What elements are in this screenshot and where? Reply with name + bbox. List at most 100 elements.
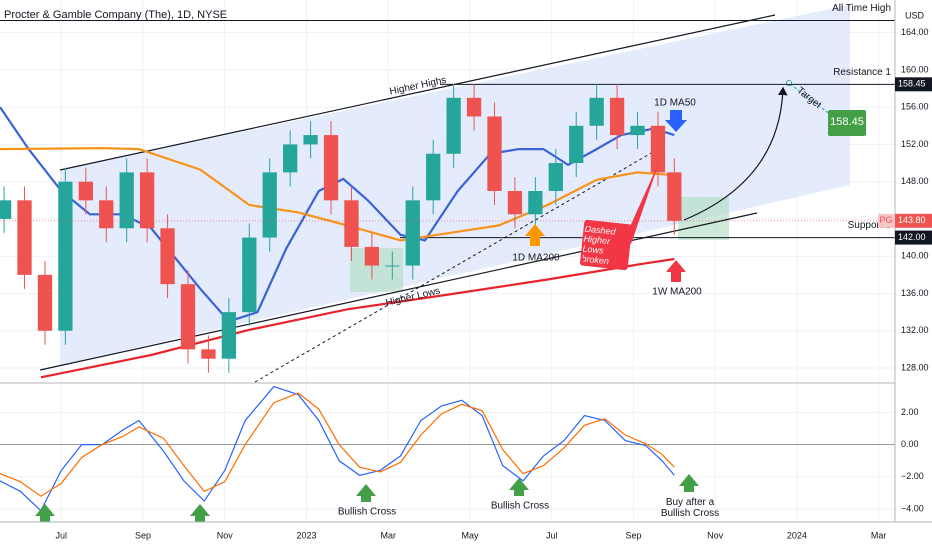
target-box: [828, 110, 866, 136]
candle-body: [548, 163, 563, 191]
indicator-note: Buy after a Bullish Cross: [660, 497, 720, 519]
x-tick-label: Sep: [135, 530, 151, 540]
level-label: Support 1: [848, 220, 892, 231]
candle-body: [507, 191, 523, 215]
y-tick-label: 136.00: [901, 288, 929, 298]
arrow: [356, 484, 376, 502]
candle-body: [283, 144, 298, 173]
plot: [0, 19, 895, 512]
ma-label: 1W MA200: [652, 287, 702, 298]
arrow: [509, 478, 529, 496]
x-tick-label: Nov: [707, 530, 724, 540]
candle-body: [667, 172, 682, 221]
candle-body: [262, 172, 277, 238]
candle-body: [37, 274, 53, 331]
callout-box: [580, 219, 632, 271]
symbol-box: [878, 213, 895, 228]
candle-body: [242, 237, 257, 313]
x-tick-label: Mar: [380, 530, 396, 540]
channel-top: [59, 14, 776, 171]
x-tick-label: Sep: [625, 530, 641, 540]
x-tick-label: Nov: [217, 530, 234, 540]
bullish-arrows: [35, 474, 699, 522]
y-tick-label: 152.00: [901, 139, 929, 149]
label-box: 158.45: [830, 117, 864, 128]
y-tick-label: −4.00: [901, 503, 924, 513]
candle-body: [466, 97, 482, 117]
candle-body: [569, 125, 584, 164]
entry-box: [678, 197, 729, 240]
y-tick-label: 148.00: [901, 176, 929, 186]
candle-body: [160, 228, 175, 285]
candle-body: [385, 265, 400, 267]
label-box: Buy after a Bullish Cross: [660, 497, 720, 519]
level-axis-box: [895, 230, 932, 245]
candle-body: [180, 284, 196, 350]
y-tick-label: 156.00: [901, 102, 929, 112]
candle-body: [426, 153, 441, 201]
y-tick-label: 160.00: [901, 64, 929, 74]
candle-body: [201, 349, 216, 359]
candle-body: [0, 200, 12, 219]
price-axis: [895, 0, 932, 550]
candle-body: [221, 312, 237, 359]
chart-title: Procter & Gamble Company (The), 1D, NYSE: [4, 9, 227, 21]
ma-label: 1D MA200: [512, 253, 560, 264]
candle-body: [303, 135, 318, 145]
arrow: [35, 504, 55, 522]
channel-bottom: [39, 212, 758, 371]
callout-pointer: [624, 160, 660, 244]
level-label: All Time High: [832, 3, 891, 14]
macd-line: [0, 392, 675, 497]
target-line: [789, 83, 836, 119]
y-tick-label: 0.00: [901, 439, 919, 449]
ma-label: 1D MA50: [654, 98, 696, 109]
target-value: 158.45: [830, 117, 864, 128]
candle-body: [323, 135, 339, 201]
symbol: PG: [879, 215, 892, 225]
x-tick-label: Mar: [871, 530, 887, 540]
x-tick-label: 2023: [296, 530, 316, 540]
candle-body: [630, 125, 645, 136]
candle-body: [405, 200, 420, 266]
label-box: Dashed Higher Lows broken: [583, 226, 617, 266]
candle-body: [487, 116, 502, 191]
y-tick-label: 132.00: [901, 325, 929, 335]
y-tick-label: 164.00: [901, 27, 929, 37]
arrow: [190, 504, 210, 522]
candle-body: [364, 246, 380, 266]
candle-body: [446, 97, 461, 154]
candle-body: [17, 200, 32, 275]
level-axis-box: [895, 77, 932, 92]
candle-body: [528, 191, 543, 215]
candle-body: [609, 97, 625, 136]
indicator-note: Bullish Cross: [491, 501, 549, 512]
candle-body: [78, 181, 93, 201]
x-tick-label: Jul: [546, 530, 558, 540]
candle-body: [344, 200, 359, 247]
callout-text: Dashed Higher Lows broken: [583, 226, 617, 266]
y-tick-label: −2.00: [901, 471, 924, 481]
wma200-arrow: [666, 260, 686, 282]
last-price-label: 143.80: [898, 215, 926, 225]
y-tick-label: 140.00: [901, 251, 929, 261]
currency: USD: [905, 10, 925, 20]
ma-line: [0, 146, 675, 242]
candle-body: [650, 125, 666, 173]
projection-curve: [683, 86, 788, 221]
ma50-arrow: [665, 110, 687, 132]
candle-body: [58, 181, 73, 331]
channel-area: [60, 5, 850, 365]
y-tick-label: 128.00: [901, 362, 929, 372]
level-label: Resistance 1: [833, 67, 891, 78]
candle-body: [139, 172, 155, 229]
x-tick-label: Jul: [56, 530, 68, 540]
candle-body: [99, 200, 114, 229]
x-tick-label: 2024: [787, 530, 807, 540]
candle-body: [589, 97, 604, 126]
candle-body: [119, 172, 134, 229]
ma200-arrow: [525, 224, 545, 246]
arrow: [679, 474, 699, 492]
macd-line: [0, 385, 675, 512]
